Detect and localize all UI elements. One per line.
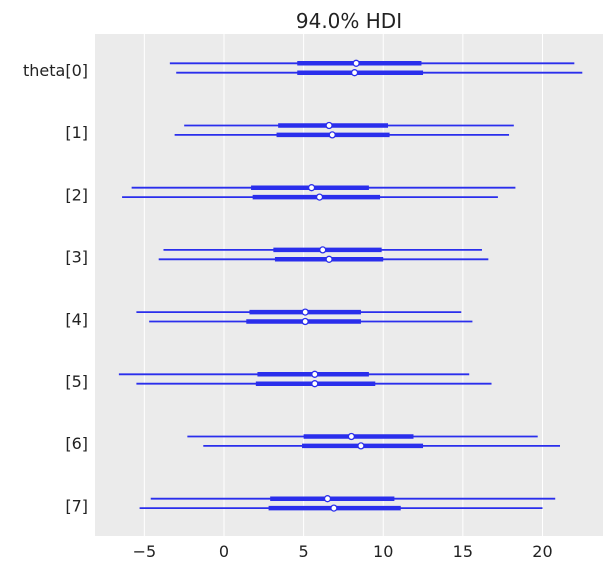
- median-point: [352, 59, 360, 67]
- median-point: [357, 442, 365, 450]
- median-point: [301, 317, 309, 326]
- median-point: [347, 432, 356, 441]
- x-tick-label: 20: [532, 542, 552, 561]
- chart-title: 94.0% HDI: [296, 9, 402, 33]
- median-point: [315, 193, 324, 201]
- median-point: [330, 504, 338, 512]
- median-point: [307, 184, 316, 192]
- row-label: [5]: [65, 372, 88, 391]
- median-point: [350, 69, 359, 77]
- x-tick-label: 10: [373, 542, 393, 561]
- median-point: [325, 121, 333, 130]
- x-tick-label: −5: [133, 542, 157, 561]
- row-label: [2]: [65, 185, 88, 204]
- row-label: [6]: [65, 434, 88, 453]
- row-labels: theta[0] [1] [2] [3] [4] [5] [6] [7]: [23, 61, 88, 515]
- median-point: [319, 246, 327, 254]
- interval-marks: [118, 59, 583, 512]
- median-point: [325, 255, 333, 263]
- x-tick-label: 15: [453, 542, 473, 561]
- row-label: [7]: [65, 496, 88, 515]
- x-tick-label: 0: [219, 542, 229, 561]
- median-point: [311, 380, 319, 388]
- median-point: [311, 370, 319, 378]
- x-tick-label: 5: [299, 542, 309, 561]
- median-point: [328, 131, 336, 139]
- row-label: theta[0]: [23, 61, 88, 80]
- grid-lines: [143, 34, 543, 536]
- median-point: [301, 308, 309, 316]
- median-point: [323, 495, 332, 503]
- plot-background: [95, 34, 603, 536]
- row-label: [1]: [65, 123, 88, 142]
- x-tick-labels: −5 0 5 10 15 20: [133, 542, 553, 561]
- row-label: [3]: [65, 248, 88, 267]
- row-label: [4]: [65, 310, 88, 329]
